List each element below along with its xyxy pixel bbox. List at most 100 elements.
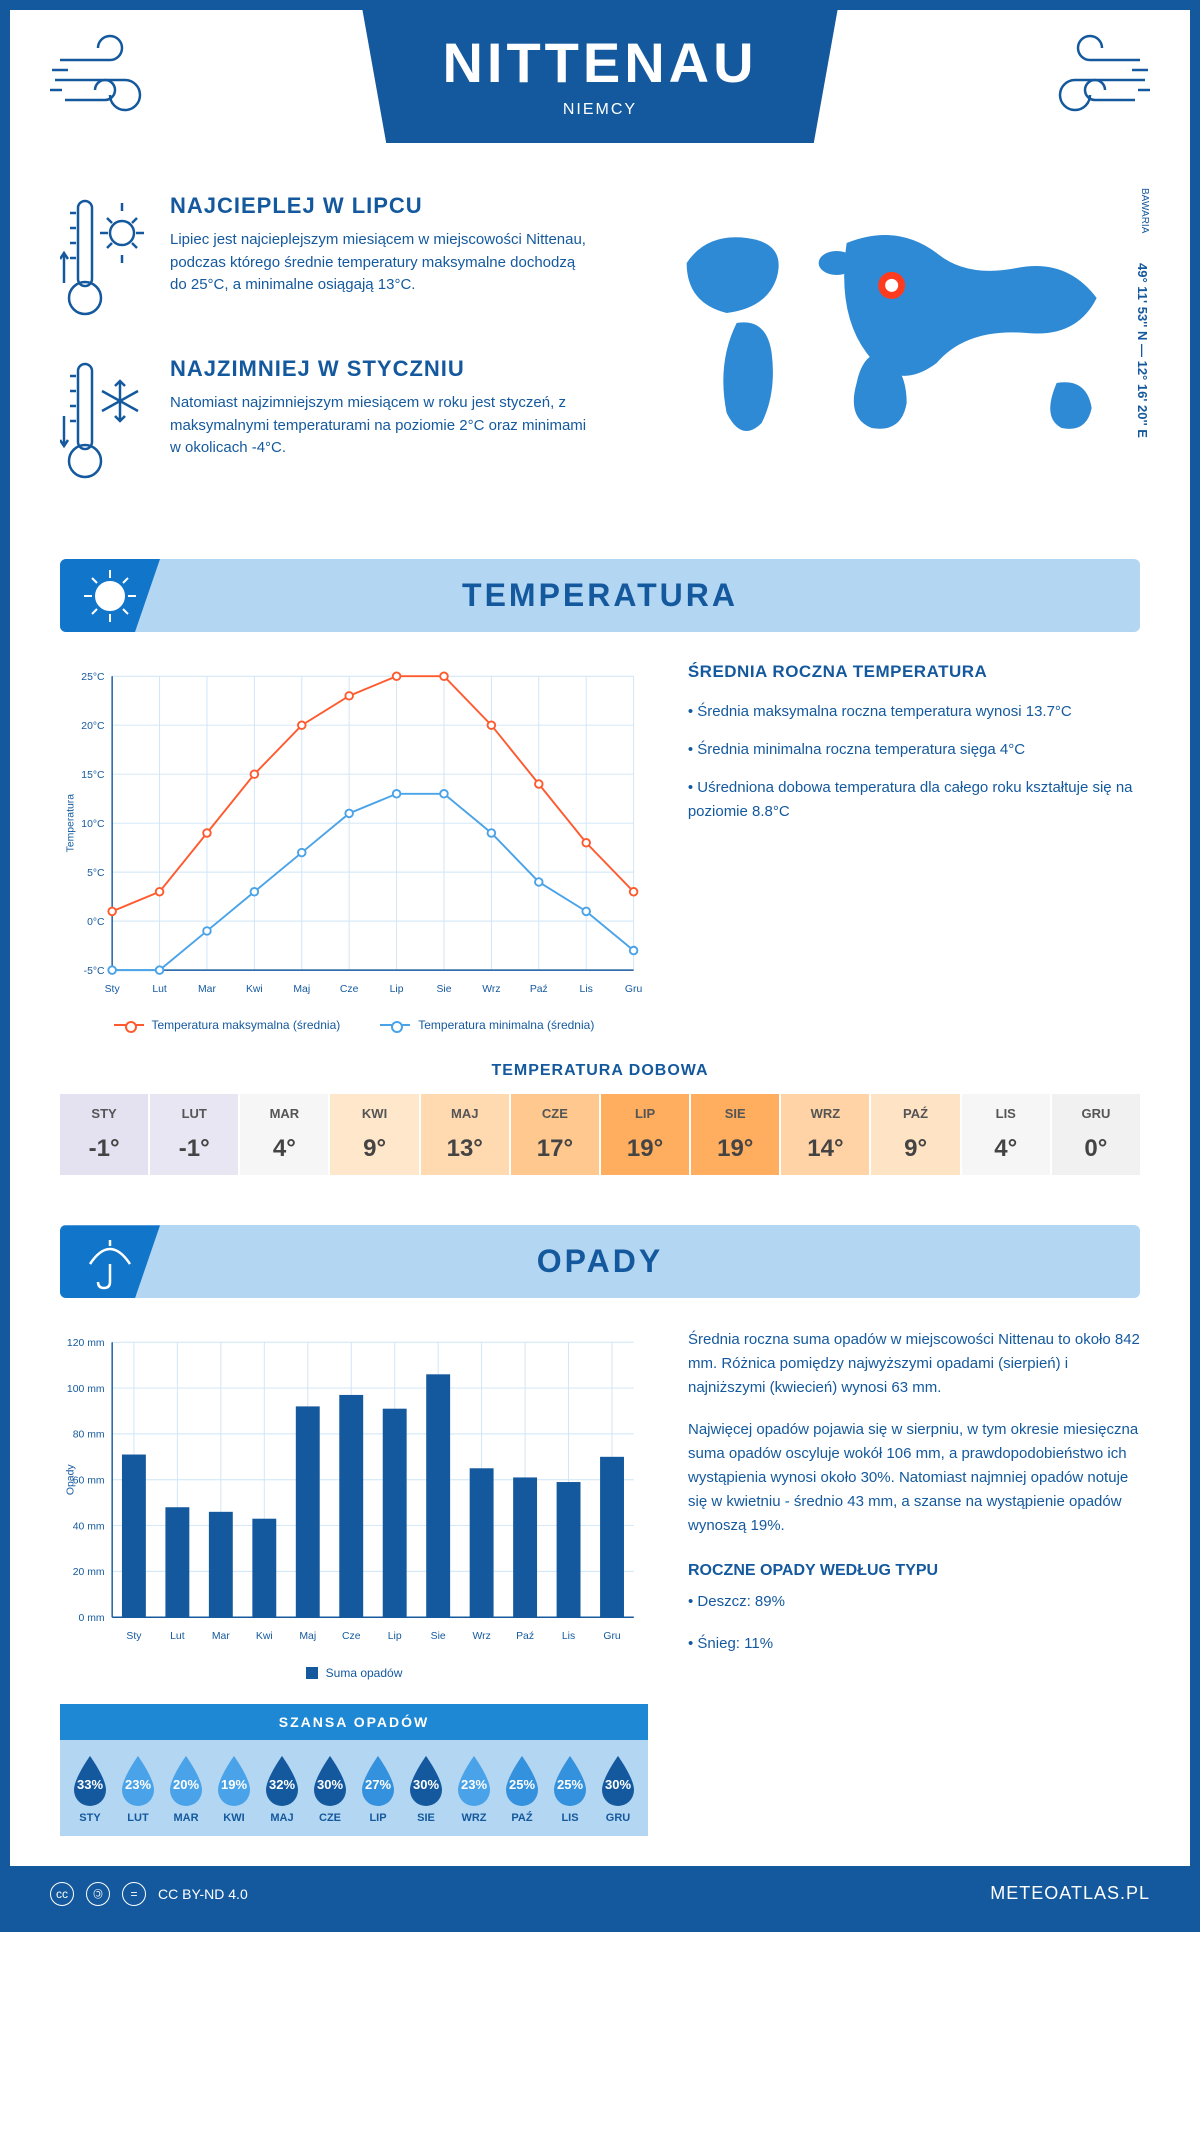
temp-bullet-2: • Uśredniona dobowa temperatura dla całe… bbox=[688, 776, 1140, 824]
chance-cell: 23% WRZ bbox=[452, 1752, 496, 1824]
warmest-fact: NAJCIEPLEJ W LIPCU Lipiec jest najcieple… bbox=[60, 193, 593, 328]
warmest-title: NAJCIEPLEJ W LIPCU bbox=[170, 193, 593, 219]
svg-text:Lut: Lut bbox=[152, 984, 167, 995]
thermometer-hot-icon bbox=[60, 193, 150, 328]
legend-max-label: Temperatura maksymalna (średnia) bbox=[152, 1018, 341, 1032]
svg-text:Sty: Sty bbox=[105, 984, 121, 995]
temp-chart-legend: .legend-line[style*='ff5a2e']::after{bor… bbox=[60, 1018, 648, 1032]
daily-temp-cell: LIS4° bbox=[962, 1094, 1050, 1175]
precip-info-panel: Średnia roczna suma opadów w miejscowośc… bbox=[688, 1328, 1140, 1835]
site-name: METEOATLAS.PL bbox=[990, 1883, 1150, 1904]
daily-temp-cell: MAR4° bbox=[240, 1094, 328, 1175]
svg-text:Lip: Lip bbox=[390, 984, 404, 995]
chance-cell: 27% LIP bbox=[356, 1752, 400, 1824]
svg-text:Cze: Cze bbox=[342, 1631, 361, 1642]
svg-text:Sty: Sty bbox=[126, 1631, 142, 1642]
daily-temp-cell: KWI9° bbox=[330, 1094, 418, 1175]
warmest-text: Lipiec jest najcieplejszym miesiącem w m… bbox=[170, 229, 593, 297]
daily-temp-cell: WRZ14° bbox=[781, 1094, 869, 1175]
precip-chance-panel: SZANSA OPADÓW 33% STY 23% LUT bbox=[60, 1704, 648, 1836]
svg-text:Paź: Paź bbox=[516, 1631, 534, 1642]
svg-text:120 mm: 120 mm bbox=[67, 1338, 105, 1349]
svg-text:Paź: Paź bbox=[530, 984, 548, 995]
svg-text:Opady: Opady bbox=[65, 1464, 76, 1495]
svg-text:Wrz: Wrz bbox=[472, 1631, 490, 1642]
svg-text:0°C: 0°C bbox=[87, 917, 105, 928]
title-banner: NITTENAU NIEMCY bbox=[362, 10, 837, 143]
precip-section-title: OPADY bbox=[60, 1243, 1140, 1280]
daily-temp-cell: GRU0° bbox=[1052, 1094, 1140, 1175]
sun-icon bbox=[60, 559, 160, 632]
location-marker-icon bbox=[881, 275, 901, 295]
svg-text:10°C: 10°C bbox=[81, 819, 105, 830]
header: NITTENAU NIEMCY bbox=[10, 10, 1190, 173]
chance-cell: 30% GRU bbox=[596, 1752, 640, 1824]
daily-temp-heading: TEMPERATURA DOBOWA bbox=[60, 1062, 1140, 1080]
chance-cell: 23% LUT bbox=[116, 1752, 160, 1824]
coldest-title: NAJZIMNIEJ W STYCZNIU bbox=[170, 356, 593, 382]
svg-text:Lis: Lis bbox=[562, 1631, 575, 1642]
svg-text:Wrz: Wrz bbox=[482, 984, 500, 995]
chance-cell: 32% MAJ bbox=[260, 1752, 304, 1824]
svg-text:Maj: Maj bbox=[299, 1631, 316, 1642]
chance-cell: 33% STY bbox=[68, 1752, 112, 1824]
chance-cell: 20% MAR bbox=[164, 1752, 208, 1824]
chance-cell: 30% CZE bbox=[308, 1752, 352, 1824]
chance-cell: 25% LIS bbox=[548, 1752, 592, 1824]
daily-temp-cell: PAŹ9° bbox=[871, 1094, 959, 1175]
svg-text:Maj: Maj bbox=[293, 984, 310, 995]
temp-bullet-0: • Średnia maksymalna roczna temperatura … bbox=[688, 700, 1140, 724]
chance-cell: 30% SIE bbox=[404, 1752, 448, 1824]
daily-temp-cell: CZE17° bbox=[511, 1094, 599, 1175]
svg-text:Lip: Lip bbox=[388, 1631, 402, 1642]
svg-text:20°C: 20°C bbox=[81, 721, 105, 732]
world-map bbox=[633, 193, 1140, 473]
svg-text:20 mm: 20 mm bbox=[73, 1568, 105, 1579]
precipitation-bar-chart: 0 mm20 mm40 mm60 mm80 mm100 mm120 mmOpad… bbox=[60, 1328, 648, 1679]
svg-text:Temperatura: Temperatura bbox=[65, 794, 76, 853]
precip-type-0: • Deszcz: 89% bbox=[688, 1590, 1140, 1614]
license-text: CC BY-ND 4.0 bbox=[158, 1886, 248, 1902]
coldest-text: Natomiast najzimniejszym miesiącem w rok… bbox=[170, 392, 593, 460]
temp-section-title: TEMPERATURA bbox=[60, 577, 1140, 614]
svg-text:-5°C: -5°C bbox=[84, 966, 105, 977]
svg-text:Gru: Gru bbox=[625, 984, 643, 995]
precip-para-1: Średnia roczna suma opadów w miejscowośc… bbox=[688, 1328, 1140, 1400]
svg-text:5°C: 5°C bbox=[87, 868, 105, 879]
svg-text:Lut: Lut bbox=[170, 1631, 185, 1642]
daily-temp-cell: LIP19° bbox=[601, 1094, 689, 1175]
svg-text:Sie: Sie bbox=[436, 984, 451, 995]
precip-para-2: Najwięcej opadów pojawia się w sierpniu,… bbox=[688, 1418, 1140, 1538]
svg-text:Cze: Cze bbox=[340, 984, 359, 995]
coldest-fact: NAJZIMNIEJ W STYCZNIU Natomiast najzimni… bbox=[60, 356, 593, 491]
svg-text:Lis: Lis bbox=[580, 984, 593, 995]
wind-icon-left bbox=[50, 30, 190, 130]
precip-types-heading: ROCZNE OPADY WEDŁUG TYPU bbox=[688, 1562, 1140, 1580]
page-frame: NITTENAU NIEMCY bbox=[0, 0, 1200, 1932]
country-name: NIEMCY bbox=[442, 101, 757, 119]
temp-info-panel: ŚREDNIA ROCZNA TEMPERATURA • Średnia mak… bbox=[688, 662, 1140, 1032]
svg-text:Mar: Mar bbox=[198, 984, 216, 995]
umbrella-icon bbox=[60, 1225, 160, 1298]
precip-type-1: • Śnieg: 11% bbox=[688, 1632, 1140, 1656]
svg-text:0 mm: 0 mm bbox=[79, 1613, 105, 1624]
daily-temp-cell: SIE19° bbox=[691, 1094, 779, 1175]
precip-section-header: OPADY bbox=[60, 1225, 1140, 1298]
by-icon: 🄯 bbox=[86, 1882, 110, 1906]
svg-text:60 mm: 60 mm bbox=[73, 1476, 105, 1487]
cc-icon: cc bbox=[50, 1882, 74, 1906]
svg-text:15°C: 15°C bbox=[81, 770, 105, 781]
temperature-section-header: TEMPERATURA bbox=[60, 559, 1140, 632]
daily-temp-cell: MAJ13° bbox=[421, 1094, 509, 1175]
region-label: BAWARIA bbox=[1139, 188, 1150, 233]
intro-section: NAJCIEPLEJ W LIPCU Lipiec jest najcieple… bbox=[60, 193, 1140, 519]
temp-info-heading: ŚREDNIA ROCZNA TEMPERATURA bbox=[688, 662, 1140, 682]
svg-text:Kwi: Kwi bbox=[246, 984, 263, 995]
daily-temp-cell: STY-1° bbox=[60, 1094, 148, 1175]
precip-legend-label: Suma opadów bbox=[326, 1666, 403, 1680]
thermometer-cold-icon bbox=[60, 356, 150, 491]
svg-text:Gru: Gru bbox=[603, 1631, 621, 1642]
svg-text:100 mm: 100 mm bbox=[67, 1384, 105, 1395]
footer: cc 🄯 = CC BY-ND 4.0 METEOATLAS.PL bbox=[10, 1866, 1190, 1922]
chance-cell: 25% PAŹ bbox=[500, 1752, 544, 1824]
